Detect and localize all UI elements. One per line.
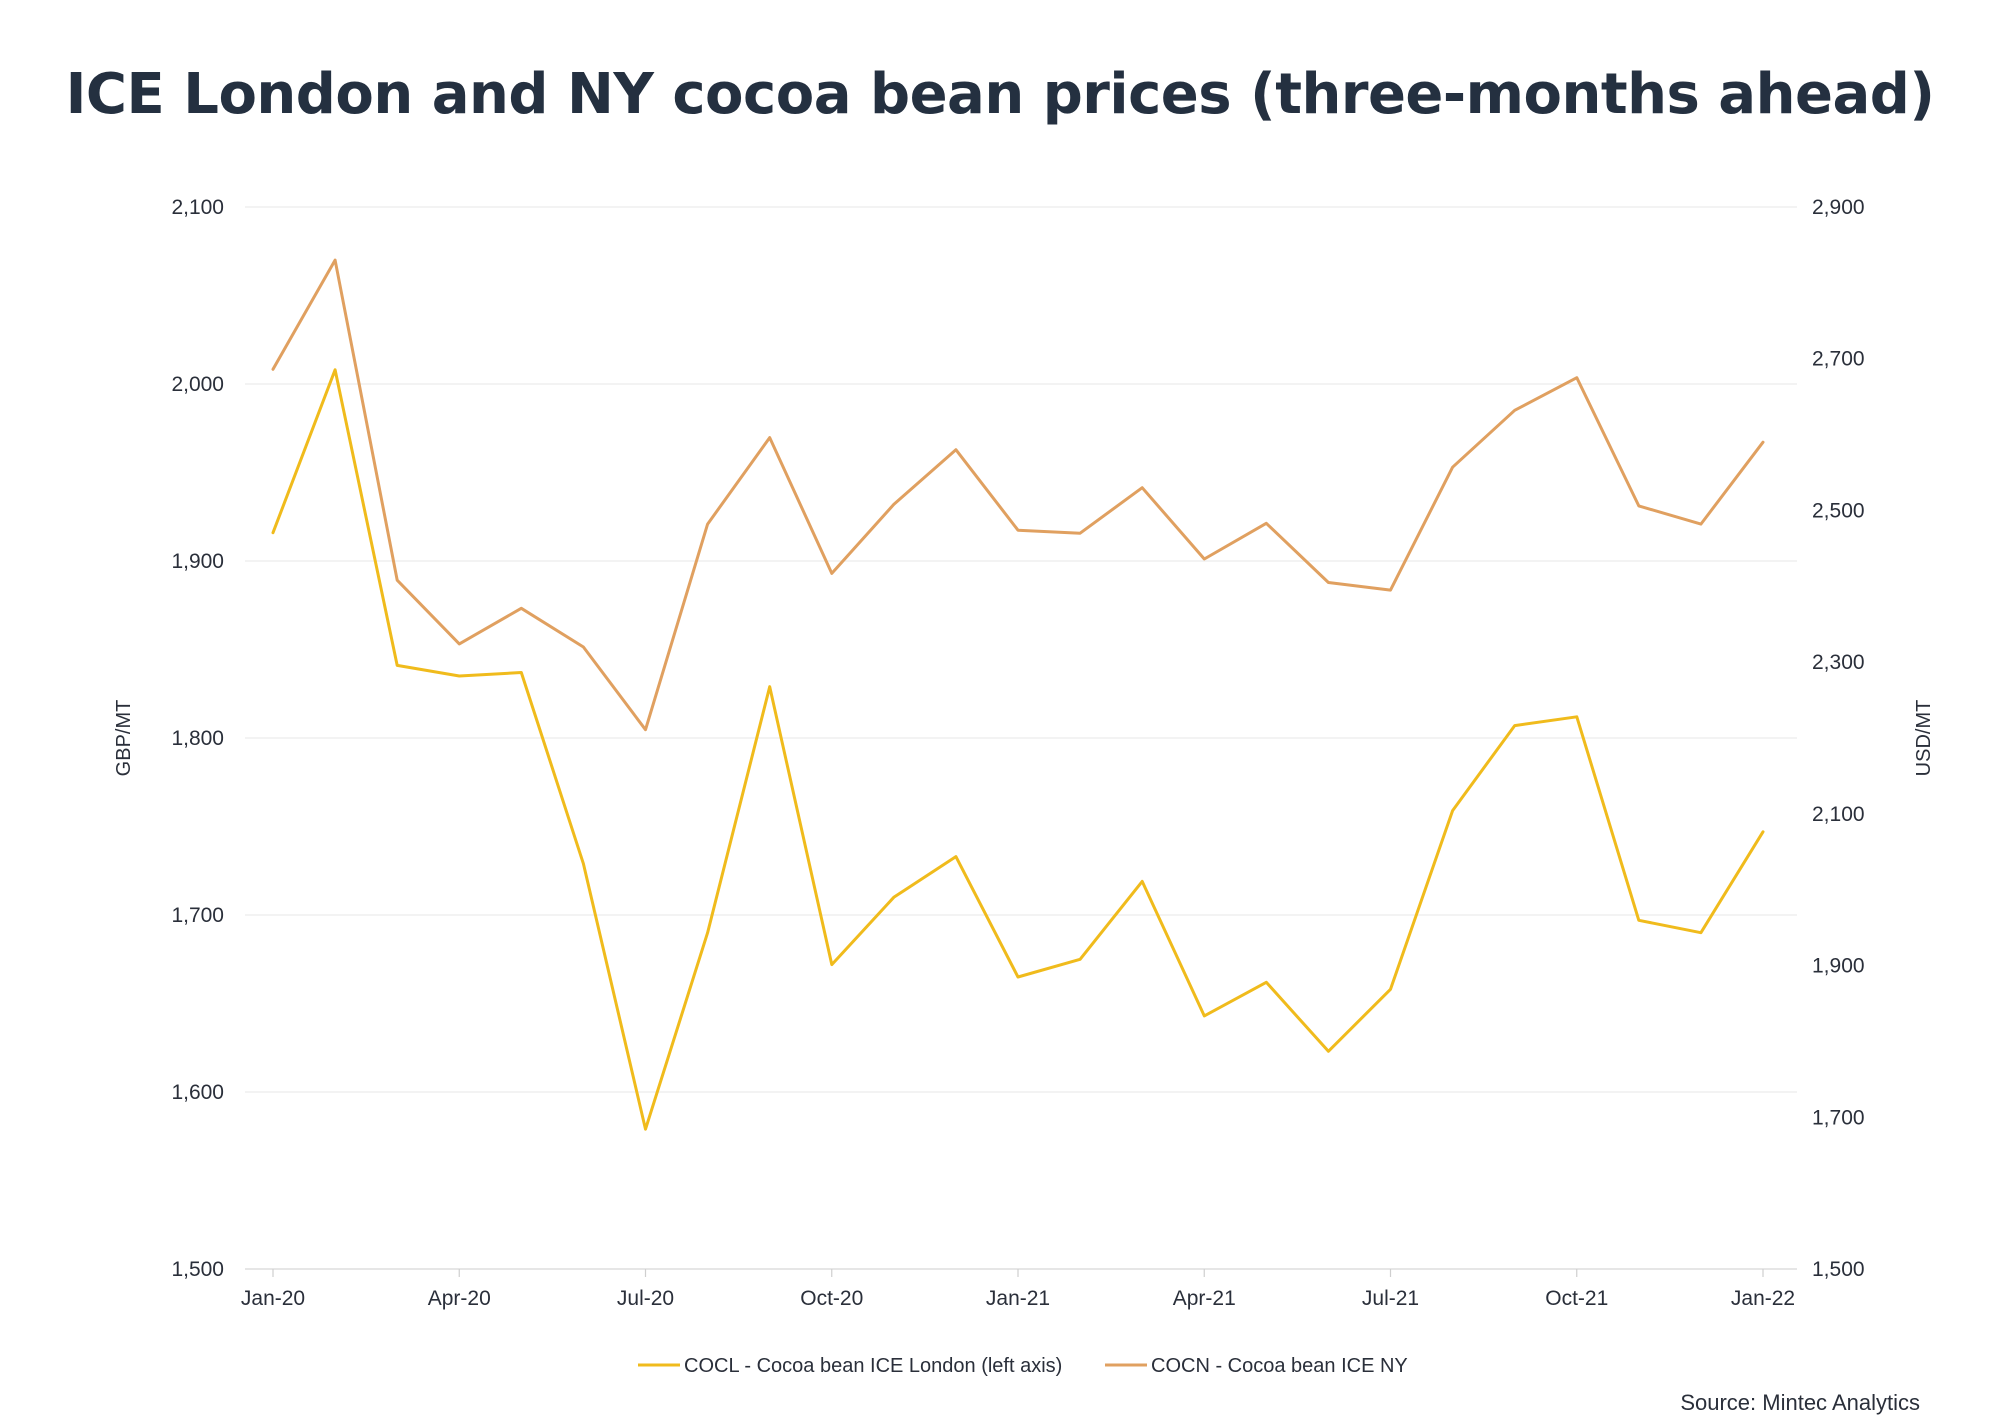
x-tick-label: Jan-21: [986, 1287, 1050, 1310]
right-tick-label: 2,500: [1812, 499, 1865, 522]
right-tick-label: 1,700: [1812, 1106, 1865, 1129]
left-tick-label: 2,000: [171, 373, 224, 396]
x-tick-label: Jan-20: [241, 1287, 305, 1310]
left-tick-label: 2,100: [171, 196, 224, 219]
series-lines: [271, 258, 1765, 1131]
right-tick-label: 2,300: [1812, 651, 1865, 674]
x-tick-label: Oct-21: [1545, 1287, 1608, 1310]
gridlines: [245, 206, 1797, 1270]
right-tick-label: 1,900: [1812, 955, 1865, 978]
x-tick-label: Apr-21: [1173, 1287, 1236, 1310]
left-tick-label: 1,500: [171, 1258, 224, 1281]
right-axis-ticks: 1,500 1,700 1,900 2,100 2,300 2,500 2,700 2,900: [1812, 196, 1865, 1281]
right-axis-title: USD/MT: [1913, 700, 1935, 777]
left-axis-title: GBP/MT: [113, 700, 135, 777]
series-line: [271, 368, 1765, 1131]
legend-label: COCL - Cocoa bean ICE London (left axis): [684, 1355, 1062, 1377]
x-axis-ticks: Jan-20 Apr-20 Jul-20 Oct-20 Jan-21 Apr-21 Jul-…: [241, 1269, 1795, 1310]
left-tick-label: 1,800: [171, 727, 224, 750]
x-tick-label: Jul-20: [617, 1287, 674, 1310]
right-tick-label: 2,700: [1812, 348, 1865, 371]
x-tick-label: Jan-22: [1731, 1287, 1795, 1310]
left-tick-label: 1,600: [171, 1081, 224, 1104]
source-note: Source: Mintec Analytics: [1680, 1390, 1920, 1415]
left-tick-label: 1,900: [171, 550, 224, 573]
right-tick-label: 2,100: [1812, 803, 1865, 826]
legend-label: COCN - Cocoa bean ICE NY: [1151, 1355, 1408, 1377]
x-tick-label: Jul-21: [1362, 1287, 1419, 1310]
x-tick-label: Oct-20: [800, 1287, 863, 1310]
left-tick-label: 1,700: [171, 904, 224, 927]
x-tick-label: Apr-20: [428, 1287, 491, 1310]
series-line: [271, 258, 1765, 732]
right-tick-label: 2,900: [1812, 196, 1865, 219]
left-axis-ticks: 1,500 1,600 1,700 1,800 1,900 2,000 2,100: [171, 196, 224, 1281]
right-tick-label: 1,500: [1812, 1258, 1865, 1281]
chart-title: ICE London and NY cocoa bean prices (thr…: [65, 62, 1935, 127]
legend: COCL - Cocoa bean ICE London (left axis)…: [638, 1355, 1408, 1377]
